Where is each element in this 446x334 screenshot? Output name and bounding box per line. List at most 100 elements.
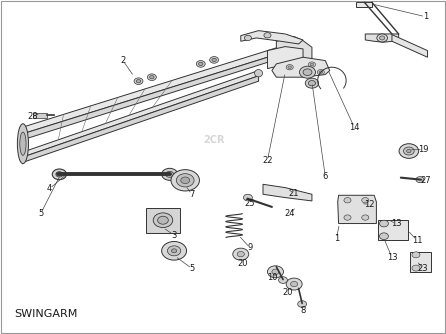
Circle shape xyxy=(237,252,244,257)
Circle shape xyxy=(171,170,199,191)
Text: 5: 5 xyxy=(189,264,194,273)
Circle shape xyxy=(286,278,302,290)
Circle shape xyxy=(244,35,252,41)
Circle shape xyxy=(362,215,369,220)
Circle shape xyxy=(268,266,284,278)
Polygon shape xyxy=(23,42,294,134)
Circle shape xyxy=(404,147,414,155)
Circle shape xyxy=(291,282,297,287)
Circle shape xyxy=(317,69,324,75)
Circle shape xyxy=(210,56,219,63)
Text: 2CR: 2CR xyxy=(203,135,225,145)
Circle shape xyxy=(412,265,420,271)
Circle shape xyxy=(380,220,388,227)
Polygon shape xyxy=(272,57,330,77)
Circle shape xyxy=(297,301,306,307)
Text: 13: 13 xyxy=(387,253,397,262)
Polygon shape xyxy=(241,31,303,44)
Text: 13: 13 xyxy=(391,219,402,228)
Circle shape xyxy=(344,215,351,220)
Circle shape xyxy=(377,34,388,42)
Text: 27: 27 xyxy=(420,176,430,185)
Text: 9: 9 xyxy=(247,243,252,252)
Polygon shape xyxy=(23,76,259,162)
Circle shape xyxy=(412,252,420,258)
Text: 19: 19 xyxy=(418,145,428,154)
Text: 24: 24 xyxy=(285,209,295,218)
Text: 21: 21 xyxy=(289,189,299,198)
Polygon shape xyxy=(378,220,408,240)
Text: 14: 14 xyxy=(349,123,359,132)
Circle shape xyxy=(161,168,178,180)
Text: SWINGARM: SWINGARM xyxy=(14,309,78,319)
Ellipse shape xyxy=(255,69,263,77)
Circle shape xyxy=(286,64,293,70)
Circle shape xyxy=(264,33,271,38)
Circle shape xyxy=(136,79,141,83)
Circle shape xyxy=(308,80,315,86)
Ellipse shape xyxy=(20,132,26,155)
Circle shape xyxy=(399,144,419,158)
Polygon shape xyxy=(410,252,431,272)
Text: 25: 25 xyxy=(244,199,255,208)
Circle shape xyxy=(176,174,194,187)
Circle shape xyxy=(167,246,181,256)
Circle shape xyxy=(407,149,411,153)
Polygon shape xyxy=(23,49,294,140)
Text: 10: 10 xyxy=(267,273,277,282)
Ellipse shape xyxy=(17,124,29,164)
Circle shape xyxy=(288,66,292,68)
Circle shape xyxy=(310,63,314,66)
Circle shape xyxy=(165,171,173,177)
Circle shape xyxy=(196,60,205,67)
Polygon shape xyxy=(365,34,399,42)
Circle shape xyxy=(212,58,216,61)
Polygon shape xyxy=(23,70,259,157)
Polygon shape xyxy=(356,2,372,7)
Text: 1: 1 xyxy=(423,12,428,21)
Polygon shape xyxy=(268,47,303,68)
Circle shape xyxy=(380,233,388,239)
Text: 11: 11 xyxy=(412,236,422,245)
Circle shape xyxy=(244,194,252,201)
Circle shape xyxy=(150,75,154,79)
Polygon shape xyxy=(392,35,428,57)
Circle shape xyxy=(181,177,190,184)
Circle shape xyxy=(416,177,424,183)
Circle shape xyxy=(233,248,249,260)
Text: 12: 12 xyxy=(364,200,375,209)
Circle shape xyxy=(299,66,315,78)
Circle shape xyxy=(344,198,351,203)
Circle shape xyxy=(319,71,322,73)
Circle shape xyxy=(171,249,177,253)
Circle shape xyxy=(198,62,203,65)
Polygon shape xyxy=(338,195,376,223)
Circle shape xyxy=(157,216,168,224)
Circle shape xyxy=(56,172,63,177)
Circle shape xyxy=(134,78,143,85)
Text: 20: 20 xyxy=(282,288,293,297)
Text: 5: 5 xyxy=(38,209,43,218)
Text: 28: 28 xyxy=(27,112,38,121)
Polygon shape xyxy=(263,184,312,201)
Text: 23: 23 xyxy=(418,264,429,273)
Circle shape xyxy=(272,269,279,275)
Text: 1: 1 xyxy=(334,234,339,243)
Text: 2: 2 xyxy=(120,56,126,65)
Text: 7: 7 xyxy=(189,190,194,199)
Circle shape xyxy=(305,78,318,88)
Text: 3: 3 xyxy=(171,231,177,240)
Circle shape xyxy=(380,36,385,40)
Circle shape xyxy=(308,62,315,67)
Text: 20: 20 xyxy=(238,259,248,268)
Circle shape xyxy=(153,213,173,227)
Polygon shape xyxy=(277,37,312,60)
Circle shape xyxy=(362,198,369,203)
Text: 6: 6 xyxy=(322,172,328,181)
Circle shape xyxy=(303,69,312,75)
Circle shape xyxy=(148,74,156,80)
Polygon shape xyxy=(33,113,47,119)
Circle shape xyxy=(279,277,288,284)
Text: 22: 22 xyxy=(262,156,273,165)
Circle shape xyxy=(161,241,186,260)
